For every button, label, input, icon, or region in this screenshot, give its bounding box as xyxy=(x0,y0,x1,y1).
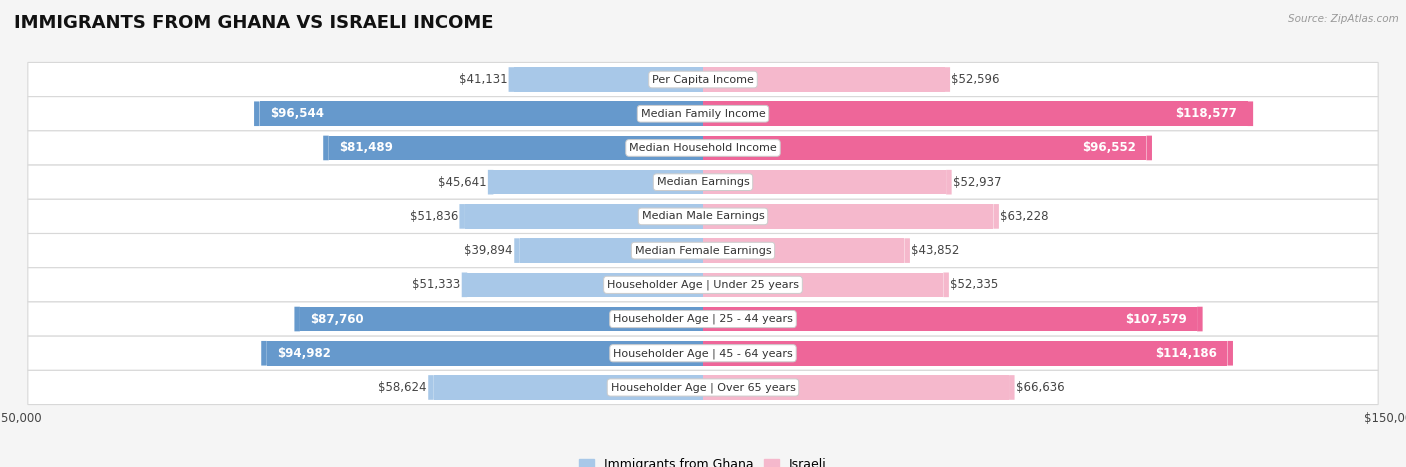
Bar xyxy=(703,67,945,92)
FancyBboxPatch shape xyxy=(28,234,1378,268)
FancyBboxPatch shape xyxy=(1247,101,1253,126)
Text: Median Male Earnings: Median Male Earnings xyxy=(641,212,765,221)
Text: Median Household Income: Median Household Income xyxy=(628,143,778,153)
Bar xyxy=(329,135,703,160)
Bar xyxy=(703,238,904,263)
Bar xyxy=(299,307,703,332)
Text: $52,335: $52,335 xyxy=(950,278,998,291)
Text: $43,852: $43,852 xyxy=(911,244,960,257)
FancyBboxPatch shape xyxy=(904,238,910,263)
Bar xyxy=(703,273,943,297)
Text: $118,577: $118,577 xyxy=(1175,107,1237,120)
FancyBboxPatch shape xyxy=(28,268,1378,302)
FancyBboxPatch shape xyxy=(28,63,1378,97)
Text: Householder Age | Under 25 years: Householder Age | Under 25 years xyxy=(607,280,799,290)
FancyBboxPatch shape xyxy=(28,370,1378,404)
Text: Median Family Income: Median Family Income xyxy=(641,109,765,119)
Text: $107,579: $107,579 xyxy=(1125,312,1187,325)
Text: Median Female Earnings: Median Female Earnings xyxy=(634,246,772,255)
Bar xyxy=(260,101,703,126)
Bar xyxy=(703,341,1227,366)
Text: $45,641: $45,641 xyxy=(437,176,486,189)
FancyBboxPatch shape xyxy=(994,204,998,229)
FancyBboxPatch shape xyxy=(1010,375,1015,400)
Text: Per Capita Income: Per Capita Income xyxy=(652,75,754,85)
Text: $63,228: $63,228 xyxy=(1000,210,1049,223)
Bar xyxy=(467,273,703,297)
Text: Source: ZipAtlas.com: Source: ZipAtlas.com xyxy=(1288,14,1399,24)
Bar xyxy=(703,170,946,194)
FancyBboxPatch shape xyxy=(429,375,433,400)
Text: $52,596: $52,596 xyxy=(952,73,1000,86)
Bar xyxy=(703,101,1247,126)
Bar xyxy=(494,170,703,194)
Bar xyxy=(703,375,1010,400)
Bar xyxy=(703,204,994,229)
FancyBboxPatch shape xyxy=(28,336,1378,370)
Text: $52,937: $52,937 xyxy=(953,176,1001,189)
FancyBboxPatch shape xyxy=(28,131,1378,165)
FancyBboxPatch shape xyxy=(488,170,494,194)
Text: $66,636: $66,636 xyxy=(1017,381,1064,394)
Text: Householder Age | 25 - 44 years: Householder Age | 25 - 44 years xyxy=(613,314,793,324)
Text: $94,982: $94,982 xyxy=(277,347,330,360)
FancyBboxPatch shape xyxy=(254,101,260,126)
Text: Median Earnings: Median Earnings xyxy=(657,177,749,187)
Text: $96,544: $96,544 xyxy=(270,107,323,120)
FancyBboxPatch shape xyxy=(460,204,465,229)
FancyBboxPatch shape xyxy=(262,341,267,366)
Text: $41,131: $41,131 xyxy=(458,73,508,86)
FancyBboxPatch shape xyxy=(28,199,1378,234)
Bar xyxy=(465,204,703,229)
FancyBboxPatch shape xyxy=(946,170,952,194)
Text: $51,333: $51,333 xyxy=(412,278,460,291)
Text: $39,894: $39,894 xyxy=(464,244,513,257)
FancyBboxPatch shape xyxy=(509,67,515,92)
Bar xyxy=(703,307,1197,332)
FancyBboxPatch shape xyxy=(28,302,1378,336)
Bar xyxy=(703,135,1146,160)
Text: $96,552: $96,552 xyxy=(1083,142,1136,155)
Legend: Immigrants from Ghana, Israeli: Immigrants from Ghana, Israeli xyxy=(574,453,832,467)
Text: $87,760: $87,760 xyxy=(311,312,364,325)
FancyBboxPatch shape xyxy=(28,97,1378,131)
Bar xyxy=(515,67,703,92)
FancyBboxPatch shape xyxy=(461,273,467,297)
FancyBboxPatch shape xyxy=(943,273,949,297)
Bar xyxy=(433,375,703,400)
FancyBboxPatch shape xyxy=(1146,135,1152,160)
Text: $58,624: $58,624 xyxy=(378,381,427,394)
FancyBboxPatch shape xyxy=(1227,341,1233,366)
FancyBboxPatch shape xyxy=(28,165,1378,199)
Text: IMMIGRANTS FROM GHANA VS ISRAELI INCOME: IMMIGRANTS FROM GHANA VS ISRAELI INCOME xyxy=(14,14,494,32)
Text: $114,186: $114,186 xyxy=(1156,347,1218,360)
FancyBboxPatch shape xyxy=(515,238,520,263)
FancyBboxPatch shape xyxy=(323,135,329,160)
Text: Householder Age | Over 65 years: Householder Age | Over 65 years xyxy=(610,382,796,393)
Text: $51,836: $51,836 xyxy=(409,210,458,223)
Text: Householder Age | 45 - 64 years: Householder Age | 45 - 64 years xyxy=(613,348,793,359)
FancyBboxPatch shape xyxy=(1197,307,1202,332)
Bar xyxy=(267,341,703,366)
Text: $81,489: $81,489 xyxy=(339,142,392,155)
FancyBboxPatch shape xyxy=(945,67,950,92)
Bar xyxy=(520,238,703,263)
FancyBboxPatch shape xyxy=(294,307,299,332)
